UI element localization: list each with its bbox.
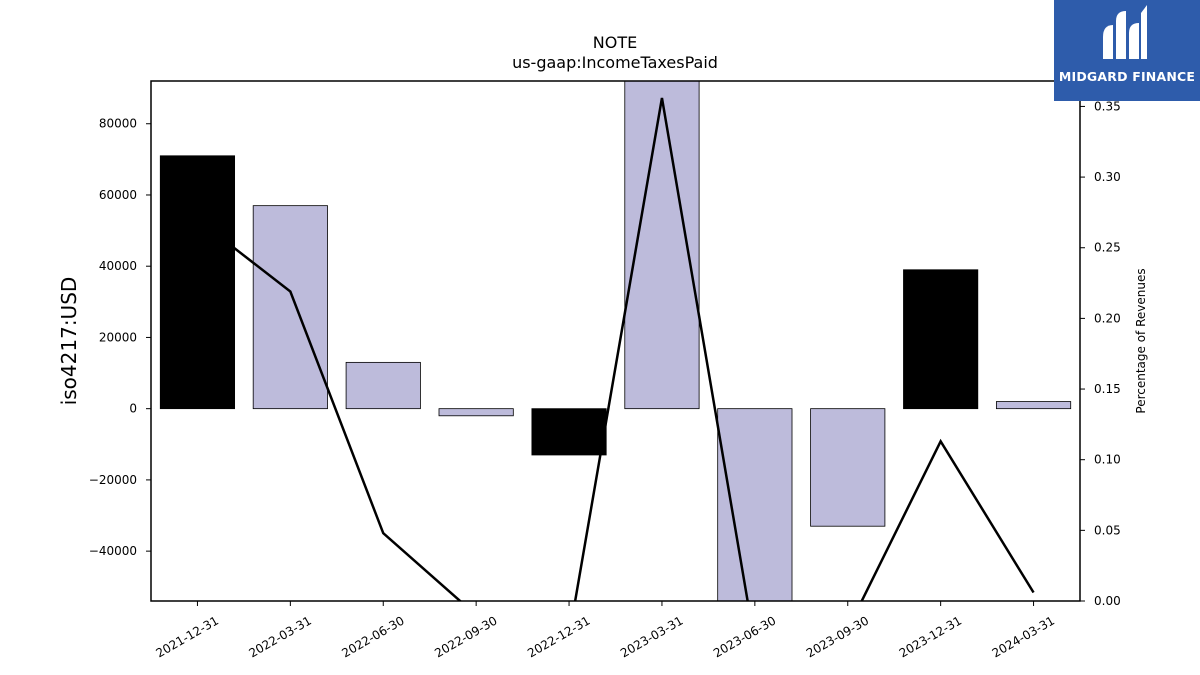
y-tick-label: −20000 bbox=[89, 473, 137, 487]
x-tick-label: 2023-09-30 bbox=[804, 613, 871, 660]
y-tick-label: 60000 bbox=[99, 188, 137, 202]
x-tick-label: 2024-03-31 bbox=[990, 613, 1057, 660]
y2-tick-label: 0.10 bbox=[1094, 453, 1121, 467]
y2-tick-label: 0.30 bbox=[1094, 170, 1121, 184]
y2-tick-label: 0.25 bbox=[1094, 241, 1121, 255]
bar-2023-06-30 bbox=[717, 408, 793, 602]
x-tick-label: 2022-09-30 bbox=[432, 613, 499, 660]
bar-2022-03-31 bbox=[252, 205, 328, 410]
bars-group bbox=[159, 80, 1072, 602]
y2-tick-label: 0.20 bbox=[1094, 311, 1121, 325]
bar-2023-09-30 bbox=[810, 408, 886, 527]
y2-tick-label: 0.00 bbox=[1094, 594, 1121, 608]
y2-tick-label: 0.35 bbox=[1094, 99, 1121, 113]
y-tick-label: 20000 bbox=[99, 330, 137, 344]
y-axis-right: 0.00 0.05 0.10 0.15 0.20 0.25 0.30 0.35 bbox=[1080, 99, 1121, 608]
y2-tick-label: 0.05 bbox=[1094, 523, 1121, 537]
y-axis-left: −40000 −20000 0 20000 40000 60000 80000 bbox=[89, 117, 151, 558]
chart-subtitle: us-gaap:IncomeTaxesPaid bbox=[512, 53, 718, 72]
y-tick-label: −40000 bbox=[89, 544, 137, 558]
x-tick-label: 2022-12-31 bbox=[525, 613, 592, 660]
chart-title: NOTE bbox=[593, 33, 637, 52]
y-tick-label: 0 bbox=[129, 402, 137, 416]
x-tick-label: 2023-03-31 bbox=[618, 613, 685, 660]
bar-2022-06-30 bbox=[345, 361, 421, 410]
x-tick-label: 2023-12-31 bbox=[897, 613, 964, 660]
logo-mark-icon bbox=[1103, 5, 1147, 59]
plot-frame bbox=[150, 80, 1081, 602]
bar-2022-09-30 bbox=[438, 408, 514, 417]
bar-2021-12-31 bbox=[159, 155, 236, 410]
line-group bbox=[196, 97, 1035, 601]
bar-2023-12-31 bbox=[903, 269, 979, 410]
x-tick-label: 2022-03-31 bbox=[246, 613, 313, 660]
bar-2024-03-31 bbox=[995, 401, 1072, 410]
y2-axis-label: Percentage of Revenues bbox=[1134, 268, 1148, 413]
bar-2022-12-31 bbox=[531, 408, 607, 456]
y-tick-label: 40000 bbox=[99, 259, 137, 273]
x-tick-label: 2022-06-30 bbox=[339, 613, 406, 660]
x-tick-label: 2023-06-30 bbox=[711, 613, 778, 660]
y-tick-label: 80000 bbox=[99, 117, 137, 131]
revenue-pct-line bbox=[196, 97, 1035, 601]
x-tick-label: 2021-12-31 bbox=[154, 613, 221, 660]
y-axis-label: iso4217:USD bbox=[57, 277, 81, 406]
brand-logo: MIDGARD FINANCE bbox=[1054, 0, 1200, 101]
y2-tick-label: 0.15 bbox=[1094, 382, 1121, 396]
x-axis: 2021-12-31 2022-03-31 2022-06-30 2022-09-30… bbox=[154, 601, 1057, 660]
brand-name: MIDGARD FINANCE bbox=[1058, 69, 1196, 84]
